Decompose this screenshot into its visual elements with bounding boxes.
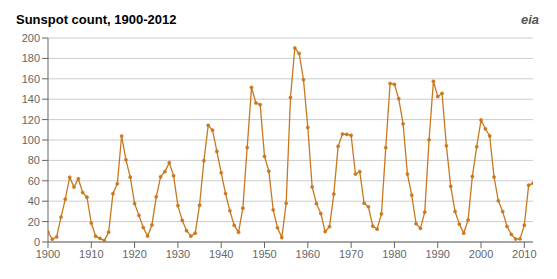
svg-text:1920: 1920 (122, 248, 146, 260)
svg-text:1960: 1960 (296, 248, 320, 260)
svg-text:1900: 1900 (36, 248, 60, 260)
svg-text:1910: 1910 (79, 248, 103, 260)
svg-text:180: 180 (22, 52, 40, 64)
svg-text:60: 60 (28, 175, 40, 187)
svg-text:200: 200 (22, 32, 40, 44)
svg-text:80: 80 (28, 154, 40, 166)
svg-text:1980: 1980 (382, 248, 406, 260)
svg-text:1950: 1950 (252, 248, 276, 260)
svg-text:1940: 1940 (209, 248, 233, 260)
svg-text:1990: 1990 (425, 248, 449, 260)
svg-text:40: 40 (28, 195, 40, 207)
svg-text:2000: 2000 (469, 248, 493, 260)
svg-text:100: 100 (22, 134, 40, 146)
svg-text:120: 120 (22, 114, 40, 126)
svg-text:1970: 1970 (339, 248, 363, 260)
svg-text:160: 160 (22, 73, 40, 85)
svg-text:2010: 2010 (512, 248, 536, 260)
svg-text:20: 20 (28, 216, 40, 228)
svg-text:0: 0 (34, 236, 40, 248)
svg-text:140: 140 (22, 93, 40, 105)
html-text:Sunspot count, 1900-2012: Sunspot count, 1900-2012 (16, 11, 177, 27)
svg-text:1930: 1930 (166, 248, 190, 260)
html-text:eia: eia (520, 11, 539, 27)
